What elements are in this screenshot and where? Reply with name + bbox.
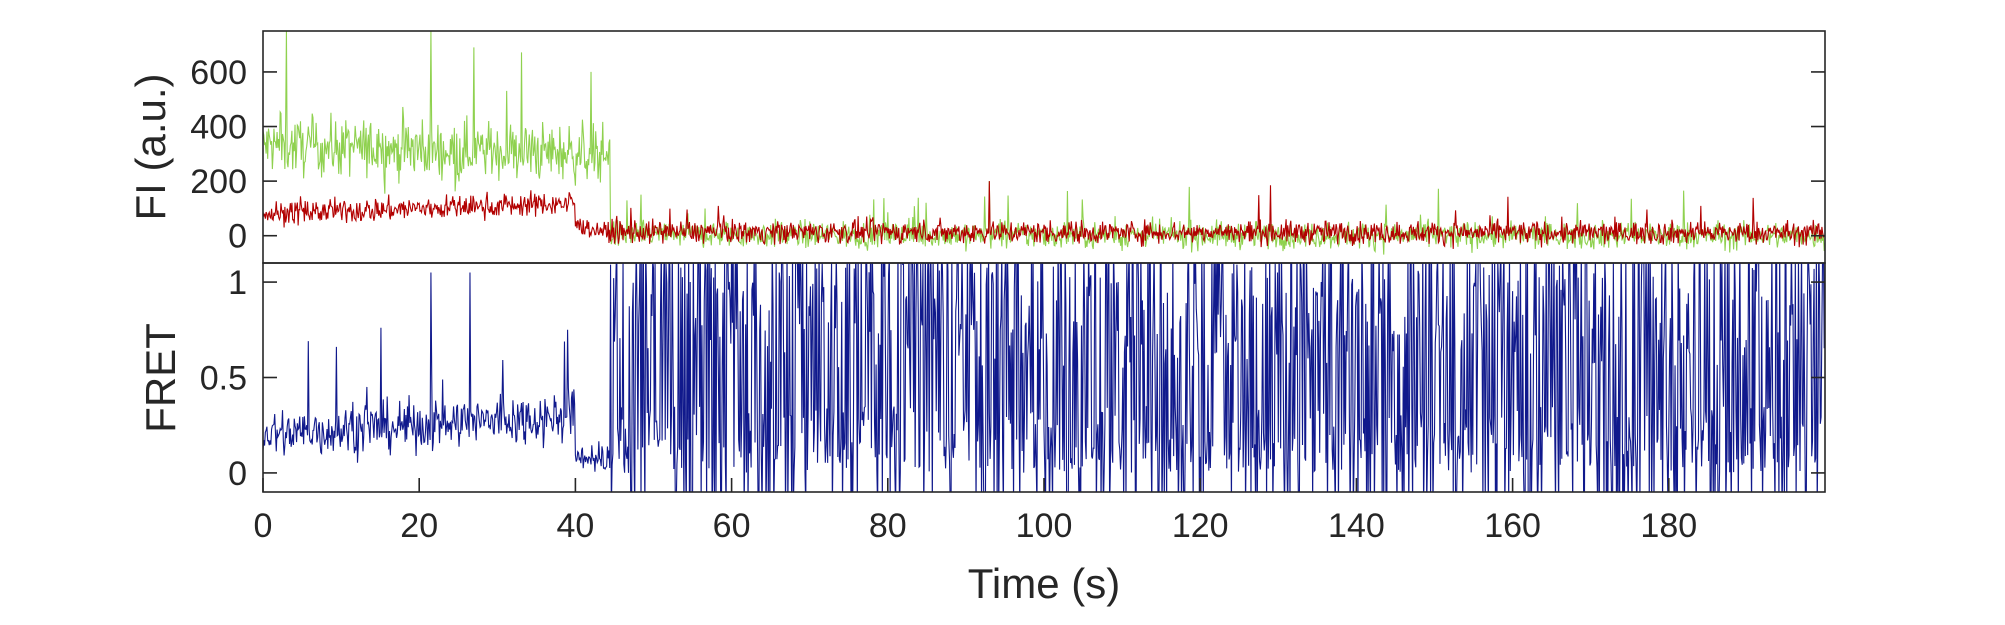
fret-ytick-label: 1 <box>228 264 247 302</box>
fluorescence-ytick-label: 600 <box>190 54 247 92</box>
time-xtick-label: 60 <box>713 507 751 545</box>
fluorescence-panel: 0 200 400 600 FI (a.u.) <box>127 30 1826 264</box>
time-x-ticks: 0 20 40 60 80 100 120 140 160 180 <box>254 478 1697 545</box>
time-xtick-label: 80 <box>869 507 907 545</box>
acceptor-line <box>263 181 1825 249</box>
time-xtick-label: 100 <box>1016 507 1073 545</box>
time-xtick-label: 20 <box>400 507 438 545</box>
fret-ytick-label: 0 <box>228 455 247 493</box>
fret-ytick-label: 0.5 <box>200 360 247 398</box>
fluorescence-ytick-label: 0 <box>228 218 247 256</box>
fret-line <box>263 263 1825 492</box>
donor-line <box>263 31 1825 255</box>
donor-trace <box>263 31 1825 255</box>
fluorescence-ytick-label: 400 <box>190 109 247 147</box>
time-xtick-label: 140 <box>1328 507 1385 545</box>
fret-trace <box>263 263 1825 492</box>
time-xtick-label: 180 <box>1640 507 1697 545</box>
fret-y-ticks: 00.51 <box>200 264 1825 493</box>
acceptor-trace <box>263 181 1825 249</box>
fret-y-axis-label: FRET <box>137 323 184 433</box>
time-xtick-label: 120 <box>1172 507 1229 545</box>
fluorescence-y-ticks: 0 200 400 600 <box>190 54 1825 256</box>
time-xtick-label: 40 <box>556 507 594 545</box>
fluorescence-y-axis-label: FI (a.u.) <box>127 73 174 220</box>
time-xtick-label: 160 <box>1484 507 1541 545</box>
fret-panel: 00.51 0 20 40 60 80 100 120 140 160 180 FRET Time… <box>137 262 1826 607</box>
time-x-axis-label: Time (s) <box>968 560 1120 607</box>
time-xtick-label: 0 <box>254 507 273 545</box>
fluorescence-ytick-label: 200 <box>190 163 247 201</box>
